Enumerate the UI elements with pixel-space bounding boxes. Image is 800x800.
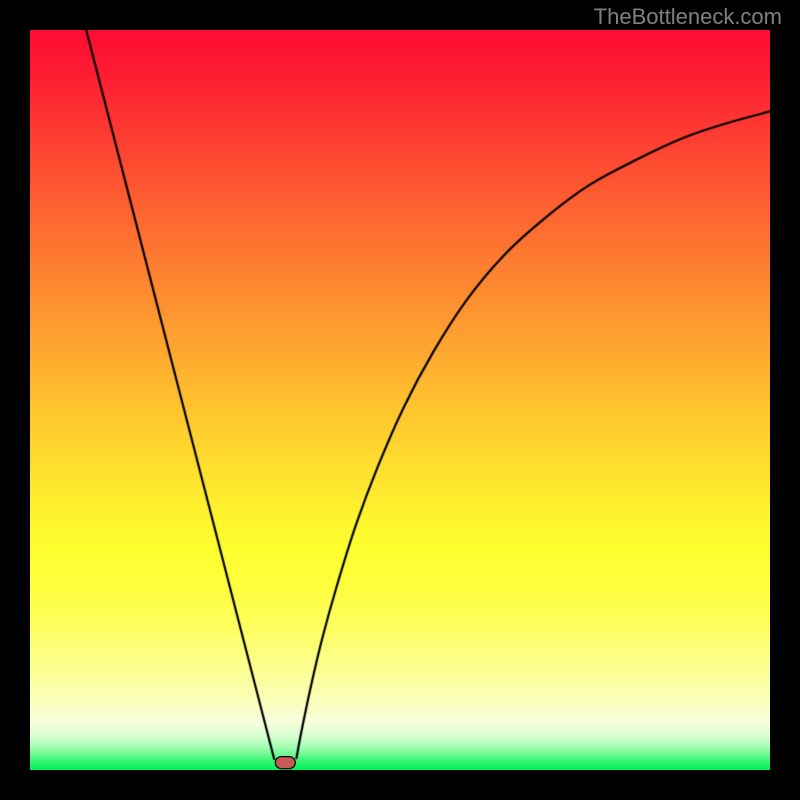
watermark-text: TheBottleneck.com bbox=[594, 4, 782, 30]
bottleneck-chart-canvas bbox=[30, 30, 770, 770]
chart-container: TheBottleneck.com bbox=[0, 0, 800, 800]
